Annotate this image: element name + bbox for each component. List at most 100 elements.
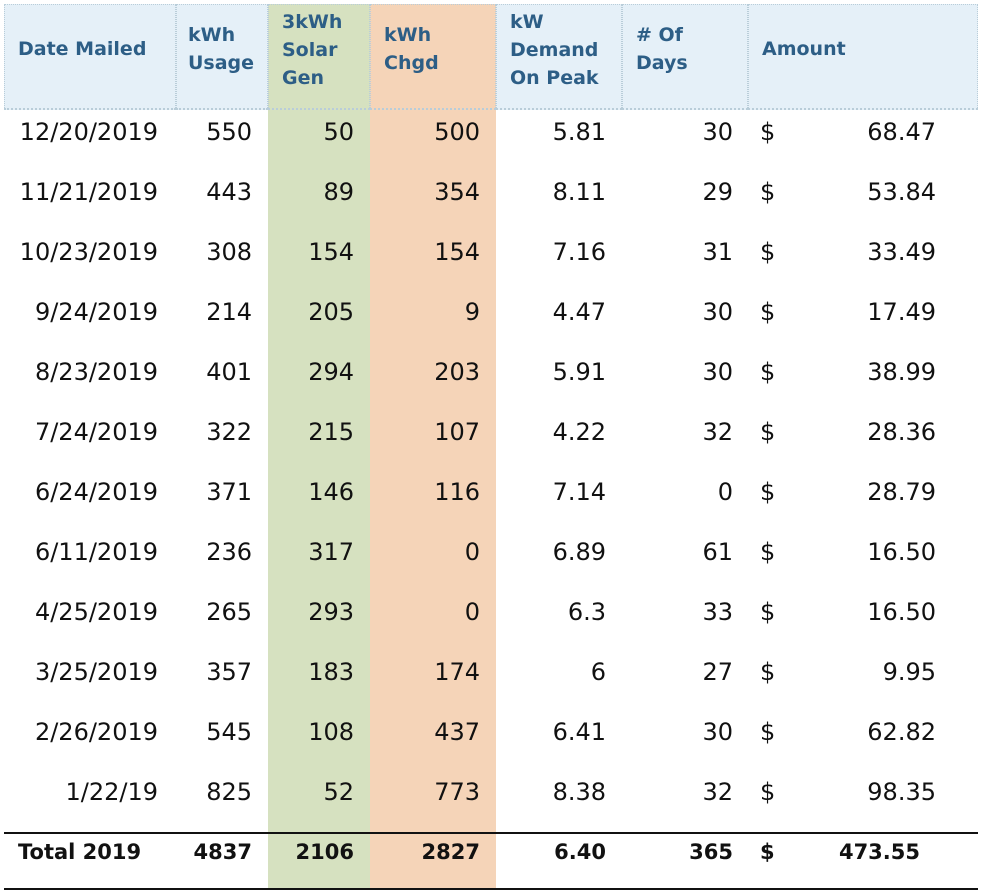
cell-currency: $ — [760, 178, 776, 206]
header-label-chgd: kWh Chgd — [384, 24, 439, 74]
cell-days: 29 — [702, 178, 733, 206]
cell-demand: 8.11 — [552, 178, 606, 206]
total-demand: 6.40 — [554, 840, 606, 864]
cell-amount: 38.99 — [867, 358, 936, 386]
header-label-demand: kW Demand On Peak — [510, 11, 599, 89]
header-label-amount: Amount — [762, 38, 846, 60]
cell-amount: 16.50 — [867, 598, 936, 626]
cell-usage: 550 — [206, 118, 252, 146]
cell-date: 4/25/2019 — [34, 598, 158, 626]
cell-date: 6/24/2019 — [34, 478, 158, 506]
header-label-usage: kWh Usage — [188, 24, 255, 74]
cell-amount: 17.49 — [867, 298, 936, 326]
solar-column-highlight — [268, 4, 370, 890]
cell-currency: $ — [760, 538, 776, 566]
cell-solar: 293 — [308, 598, 354, 626]
header-cell-days — [622, 4, 748, 110]
header-label-date: Date Mailed — [18, 38, 147, 60]
cell-demand: 6.3 — [567, 598, 606, 626]
cell-date: 12/20/2019 — [19, 118, 158, 146]
cell-currency: $ — [760, 478, 776, 506]
cell-demand: 4.47 — [552, 298, 606, 326]
header-cell-amount — [748, 4, 978, 110]
cell-currency: $ — [760, 598, 776, 626]
cell-solar: 317 — [308, 538, 354, 566]
cell-days: 30 — [702, 298, 733, 326]
total-usage: 4837 — [193, 840, 252, 864]
cell-demand: 7.16 — [552, 238, 606, 266]
cell-date: 7/24/2019 — [34, 418, 158, 446]
cell-days: 61 — [702, 538, 733, 566]
cell-date: 11/21/2019 — [19, 178, 158, 206]
cell-days: 0 — [717, 478, 733, 506]
cell-usage: 214 — [206, 298, 252, 326]
cell-demand: 4.22 — [552, 418, 606, 446]
total-label: Total 2019 — [18, 840, 142, 864]
header-label-days: # Of Days — [636, 24, 688, 74]
cell-chgd: 154 — [434, 238, 480, 266]
cell-days: 30 — [702, 118, 733, 146]
total-days: 365 — [689, 840, 733, 864]
cell-days: 27 — [702, 658, 733, 686]
total-chgd: 2827 — [421, 840, 480, 864]
cell-solar: 215 — [308, 418, 354, 446]
cell-usage: 308 — [206, 238, 252, 266]
cell-demand: 7.14 — [552, 478, 606, 506]
cell-amount: 16.50 — [867, 538, 936, 566]
cell-chgd: 174 — [434, 658, 480, 686]
cell-date: 2/26/2019 — [34, 718, 158, 746]
cell-amount: 98.35 — [867, 778, 936, 806]
cell-amount: 62.82 — [867, 718, 936, 746]
cell-demand: 6.41 — [552, 718, 606, 746]
cell-demand: 8.38 — [552, 778, 606, 806]
cell-demand: 5.81 — [552, 118, 606, 146]
header-cell-solar — [268, 4, 370, 110]
cell-date: 1/22/19 — [65, 778, 158, 806]
cell-solar: 183 — [308, 658, 354, 686]
cell-chgd: 0 — [464, 598, 480, 626]
total-solar: 2106 — [295, 840, 354, 864]
cell-days: 32 — [702, 778, 733, 806]
cell-amount: 9.95 — [882, 658, 936, 686]
cell-chgd: 354 — [434, 178, 480, 206]
total-bottom-border — [4, 888, 978, 890]
cell-currency: $ — [760, 298, 776, 326]
cell-solar: 89 — [323, 178, 354, 206]
cell-amount: 33.49 — [867, 238, 936, 266]
header-cell-date — [4, 4, 176, 110]
cell-demand: 5.91 — [552, 358, 606, 386]
cell-chgd: 437 — [434, 718, 480, 746]
cell-solar: 294 — [308, 358, 354, 386]
cell-currency: $ — [760, 358, 776, 386]
cell-usage: 265 — [206, 598, 252, 626]
cell-chgd: 107 — [434, 418, 480, 446]
cell-currency: $ — [760, 718, 776, 746]
cell-days: 30 — [702, 718, 733, 746]
cell-usage: 545 — [206, 718, 252, 746]
header-label-solar: 3kWh Solar Gen — [282, 11, 343, 89]
cell-currency: $ — [760, 658, 776, 686]
cell-chgd: 203 — [434, 358, 480, 386]
cell-usage: 825 — [206, 778, 252, 806]
cell-date: 9/24/2019 — [34, 298, 158, 326]
total-amount: 473.55 — [838, 840, 920, 864]
cell-chgd: 500 — [434, 118, 480, 146]
cell-amount: 28.36 — [867, 418, 936, 446]
cell-date: 3/25/2019 — [34, 658, 158, 686]
cell-currency: $ — [760, 778, 776, 806]
cell-solar: 205 — [308, 298, 354, 326]
cell-days: 33 — [702, 598, 733, 626]
cell-currency: $ — [760, 118, 776, 146]
cell-usage: 371 — [206, 478, 252, 506]
charged-column-highlight — [370, 4, 496, 890]
cell-amount: 53.84 — [867, 178, 936, 206]
cell-amount: 28.79 — [867, 478, 936, 506]
cell-usage: 357 — [206, 658, 252, 686]
cell-date: 10/23/2019 — [19, 238, 158, 266]
header-cell-usage — [176, 4, 268, 110]
cell-amount: 68.47 — [867, 118, 936, 146]
cell-solar: 52 — [323, 778, 354, 806]
cell-chgd: 116 — [434, 478, 480, 506]
header-cell-chgd — [370, 4, 496, 110]
cell-usage: 322 — [206, 418, 252, 446]
